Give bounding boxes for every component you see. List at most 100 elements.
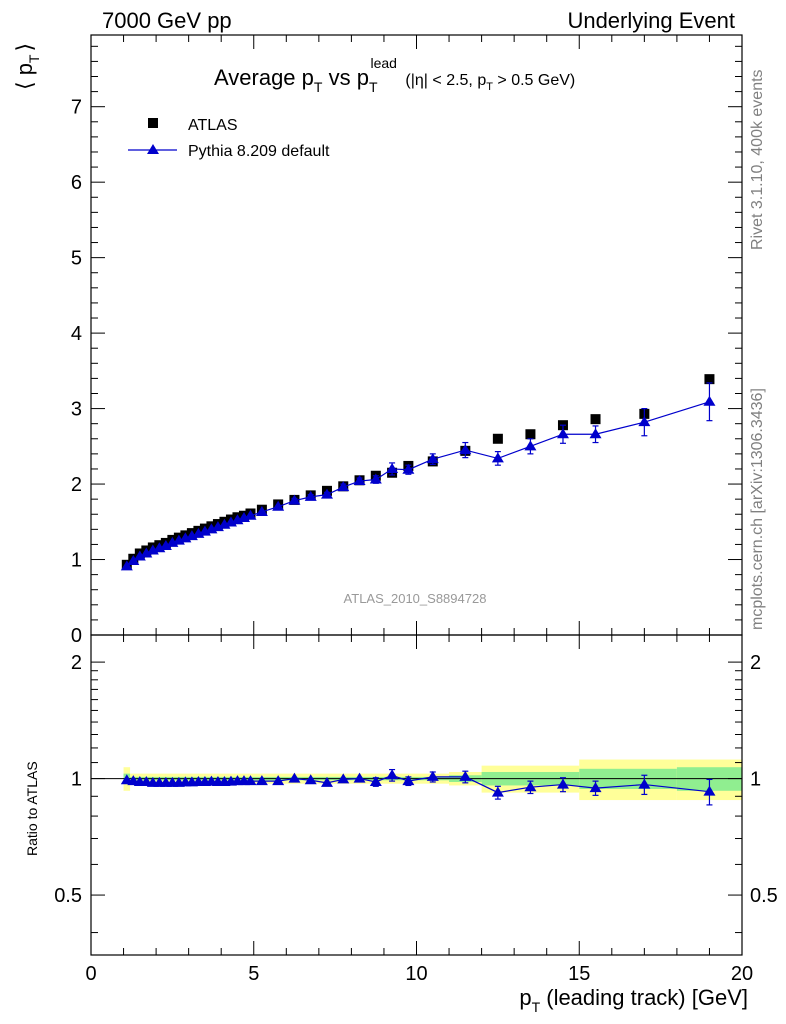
main-ticks <box>90 35 743 636</box>
pythia-point <box>703 395 716 406</box>
x-tick-label: 15 <box>568 963 590 985</box>
x-axis-label: pT (leading track) [GeV] <box>519 985 748 1015</box>
xlabel-left: p <box>519 985 531 1010</box>
atlas-point <box>704 374 715 385</box>
pythia-point <box>386 462 399 473</box>
pythia-point <box>459 444 472 455</box>
atlas-point <box>525 429 536 440</box>
main-data <box>120 374 716 571</box>
title-mid: vs p <box>322 65 368 90</box>
ratio-point <box>304 774 317 785</box>
ratio-ticks <box>90 635 743 955</box>
rivet-label: Rivet 3.1.10, 400k events <box>749 69 766 250</box>
y-tick-label: 0 <box>71 625 82 647</box>
title-cut-b: > 0.5 GeV) <box>493 72 575 89</box>
ratio-point <box>589 782 602 793</box>
ratio-point <box>272 775 285 786</box>
pythia-point <box>353 475 366 486</box>
ylabel-sub: T <box>26 54 42 63</box>
y-tick-label: 4 <box>71 323 82 345</box>
y-tick-label: 6 <box>71 172 82 194</box>
pythia-point <box>491 452 504 463</box>
title-cut-a: (|η| < 2.5, p <box>401 72 486 89</box>
y-tick-label: 2 <box>71 474 82 496</box>
pythia-line <box>126 401 710 567</box>
pythia-point <box>589 428 602 439</box>
ratio-point <box>524 781 537 792</box>
pythia-point <box>127 555 140 566</box>
y-tick-label: 3 <box>71 399 82 421</box>
pythia-point <box>140 547 153 558</box>
pythia-point <box>159 539 172 550</box>
atlas-point <box>492 433 503 444</box>
ratio-point <box>386 769 399 780</box>
ratio-point <box>556 778 569 789</box>
x-tick-label: 10 <box>405 963 427 985</box>
ratio-point <box>638 778 651 789</box>
ratio-point <box>337 773 350 784</box>
ylabel-left: ⟨ p <box>12 63 37 90</box>
pythia-point <box>288 494 301 505</box>
title-cut-sub: T <box>486 81 493 93</box>
x-tick-label: 0 <box>85 963 96 985</box>
ratio-point <box>402 775 415 786</box>
pythia-point <box>556 428 569 439</box>
header-right: Underlying Event <box>567 8 735 33</box>
mcplots-label: mcplots.cern.ch [arXiv:1306.3436] <box>749 388 766 630</box>
xlabel-right: (leading track) [GeV] <box>540 985 748 1010</box>
x-tick-label: 5 <box>248 963 259 985</box>
pythia-point <box>320 488 333 499</box>
pythia-point <box>337 481 350 492</box>
header-left: 7000 GeV pp <box>102 8 232 33</box>
title-sub1: T <box>314 79 323 95</box>
title-sup: lead <box>371 55 397 71</box>
ratio-y-tick-label: 0.5 <box>54 885 82 907</box>
xlabel-sub: T <box>532 999 541 1015</box>
legend-label-pythia: Pythia 8.209 default <box>188 143 330 160</box>
ratio-point <box>703 785 716 796</box>
y-tick-label: 5 <box>71 248 82 270</box>
atlas-point <box>590 414 601 425</box>
y-tick-label: 1 <box>71 550 82 572</box>
ratio-point <box>353 772 366 783</box>
ratio-y-tick-label-right: 1 <box>750 769 761 791</box>
main-tick-labels: 0 1 2 3 4 5 6 7 <box>71 97 82 647</box>
ratio-data <box>120 768 716 806</box>
pythia-point <box>120 560 133 571</box>
ratio-y-tick-label: 1 <box>71 769 82 791</box>
ratio-panel: 0 5 10 15 20 0.5 0.5 1 1 2 2 Ratio to ATLAS <box>24 634 778 985</box>
pythia-point <box>369 473 382 484</box>
ratio-point <box>426 770 439 781</box>
title-main: Average p <box>214 65 314 90</box>
plot-title: Average pT vs pTlead (|η| < 2.5, pT > 0.… <box>214 55 575 95</box>
ratio-y-tick-label-right: 2 <box>750 652 761 674</box>
ratio-point <box>320 776 333 787</box>
ratio-point <box>255 775 268 786</box>
x-tick-label: 20 <box>731 963 753 985</box>
ratio-point <box>491 786 504 797</box>
ylabel-right: ⟩ <box>12 43 37 52</box>
legend: ATLAS Pythia 8.209 default <box>128 117 330 160</box>
pythia-point <box>638 416 651 427</box>
main-ylabel: ⟨ pT ⟩ <box>12 43 42 90</box>
analysis-watermark: ATLAS_2010_S8894728 <box>344 591 487 606</box>
ratio-point <box>288 772 301 783</box>
legend-marker-atlas <box>148 118 158 128</box>
pythia-point <box>426 453 439 464</box>
pythia-point <box>272 500 285 511</box>
ratio-y-tick-label-right: 0.5 <box>750 885 778 907</box>
pythia-point <box>244 509 257 520</box>
ratio-ylabel: Ratio to ATLAS <box>24 761 40 856</box>
ratio-y-tick-label: 2 <box>71 652 82 674</box>
title-sub2: T <box>369 79 378 95</box>
pythia-point <box>133 550 146 561</box>
ratio-point <box>244 775 257 786</box>
legend-label-atlas: ATLAS <box>188 117 238 134</box>
y-tick-label: 7 <box>71 97 82 119</box>
pythia-point <box>255 505 268 516</box>
pythia-point <box>524 440 537 451</box>
pythia-point <box>304 490 317 501</box>
ratio-point <box>369 775 382 786</box>
